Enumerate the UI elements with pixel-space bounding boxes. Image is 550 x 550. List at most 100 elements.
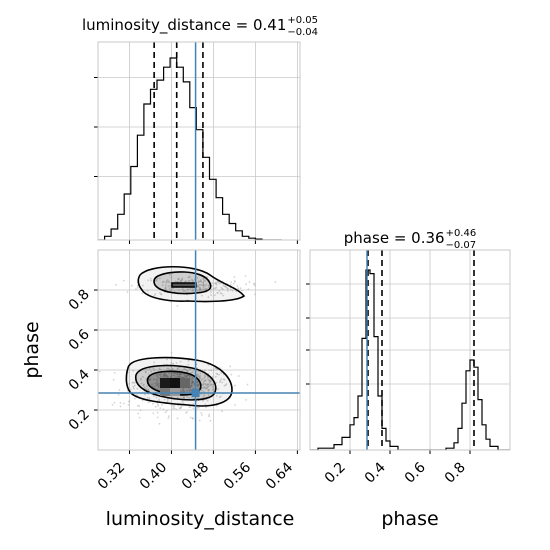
sample-point (224, 285, 227, 288)
sample-point (152, 367, 155, 370)
sample-point (191, 287, 194, 290)
truth-marker (191, 389, 200, 397)
sample-point (198, 286, 201, 289)
sample-point (201, 399, 204, 402)
sample-point (112, 378, 115, 381)
sample-point (215, 394, 218, 397)
sample-point (197, 370, 200, 373)
sample-point (202, 381, 205, 383)
sample-point (146, 289, 149, 292)
sample-point (175, 376, 178, 379)
sample-point (161, 281, 164, 283)
sample-point (209, 419, 212, 422)
sample-point (215, 381, 218, 384)
sample-point (205, 406, 208, 409)
sample-point (207, 383, 210, 386)
sample-point (170, 375, 173, 378)
sample-point (219, 396, 221, 399)
sample-point (187, 363, 190, 366)
sample-point (150, 279, 152, 282)
sample-point (246, 383, 249, 386)
sample-point (177, 404, 180, 407)
x-tick-label: 0.48 (179, 460, 212, 493)
sample-point (133, 384, 136, 387)
sample-point (140, 377, 142, 380)
sample-point (154, 405, 157, 408)
sample-point (167, 376, 169, 379)
sample-point (178, 376, 180, 379)
sample-point (157, 382, 160, 385)
hist-luminosity-distance-grid (98, 42, 300, 240)
sample-point (158, 277, 161, 280)
y-tick-label: 0.6 (66, 326, 93, 353)
sample-point (188, 376, 191, 379)
sample-point (183, 290, 186, 292)
hist-phase-step (310, 269, 510, 450)
sample-point (148, 373, 150, 376)
sample-point (180, 406, 182, 409)
sample-point (211, 282, 214, 284)
density-peak-cell (180, 378, 190, 388)
sample-point (153, 369, 156, 372)
sample-point (128, 383, 131, 385)
hist-phase-panel: 0.2 0.4 0.6 0.8 phase = 0.36+0.46 −0.07 (306, 228, 511, 487)
sample-point (171, 368, 174, 370)
x-tick-label: 0.4 (362, 459, 389, 486)
sample-point (211, 386, 214, 388)
sample-point (241, 289, 243, 292)
joint-y-ticks: 0.2 0.4 0.6 0.8 (66, 287, 98, 434)
sample-point (132, 381, 135, 384)
sample-point (179, 360, 182, 363)
sample-point (161, 284, 164, 286)
sample-point (247, 288, 250, 290)
sample-point (150, 370, 153, 373)
x-tick-label: 0.8 (442, 460, 469, 487)
sample-point (157, 403, 159, 406)
sample-point (229, 283, 232, 286)
y-tick-label: 0.8 (66, 287, 93, 314)
sample-point (145, 388, 148, 390)
sample-point (176, 417, 179, 420)
sample-point (207, 286, 210, 288)
sample-point (187, 276, 190, 279)
sample-point (216, 404, 218, 407)
sample-point (136, 387, 139, 390)
sample-point (168, 287, 171, 290)
sample-point (192, 407, 195, 410)
sample-point (167, 417, 170, 419)
sample-point (232, 282, 235, 285)
sample-point (184, 368, 187, 371)
sample-point (210, 291, 212, 293)
sample-point (204, 403, 207, 406)
sample-point (206, 399, 209, 402)
sample-point (196, 380, 199, 383)
sample-point (191, 396, 193, 399)
sample-point (154, 279, 157, 282)
sample-point (168, 372, 170, 374)
sample-point (207, 377, 209, 380)
sample-point (207, 296, 210, 299)
sample-point (168, 273, 171, 276)
hist-phase-grid (310, 250, 510, 450)
sample-point (200, 289, 203, 292)
sample-point (201, 389, 203, 392)
sample-point (158, 422, 161, 425)
sample-point (167, 398, 169, 401)
sample-point (168, 415, 170, 418)
sample-point (197, 397, 200, 399)
sample-point (178, 289, 180, 291)
sample-point (203, 369, 206, 372)
sample-point (165, 284, 167, 287)
sample-point (215, 372, 218, 375)
sample-point (135, 288, 137, 290)
sample-point (198, 288, 201, 290)
sample-point (229, 365, 232, 368)
sample-point (141, 292, 144, 295)
contour-upper-core (171, 282, 197, 288)
sample-point (146, 396, 149, 399)
sample-point (172, 362, 175, 365)
sample-point (176, 373, 179, 376)
y-tick-label: 0.2 (66, 407, 93, 434)
sample-point (191, 289, 194, 292)
